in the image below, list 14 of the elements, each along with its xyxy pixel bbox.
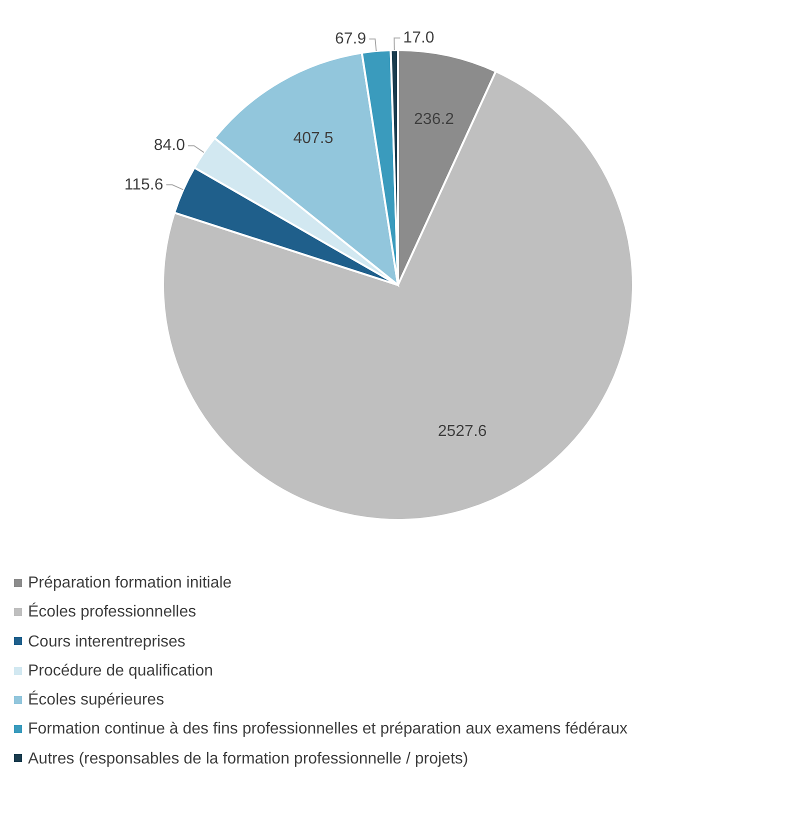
data-label: 17.0 — [403, 30, 434, 47]
legend-label: Écoles supérieures — [28, 691, 164, 708]
data-label: 67.9 — [335, 30, 366, 48]
legend-label: Autres (responsables de la formation professionnelle / projets) — [28, 750, 468, 767]
legend-label: Procédure de qualification — [28, 662, 214, 680]
data-label: 115.6 — [124, 176, 164, 194]
legend-label: Cours interentreprises — [28, 632, 186, 650]
legend-label: Formation continue à des fins professionnelles et préparation aux examens fédéraux — [28, 720, 628, 738]
legend-label: Écoles professionnelles — [28, 604, 196, 621]
data-label: 84.0 — [154, 137, 186, 154]
data-label: 236.2 — [414, 111, 454, 128]
data-label: 407.5 — [293, 130, 334, 148]
data-label: 2527.6 — [438, 422, 487, 440]
legend-label: Préparation formation initiale — [28, 574, 232, 592]
